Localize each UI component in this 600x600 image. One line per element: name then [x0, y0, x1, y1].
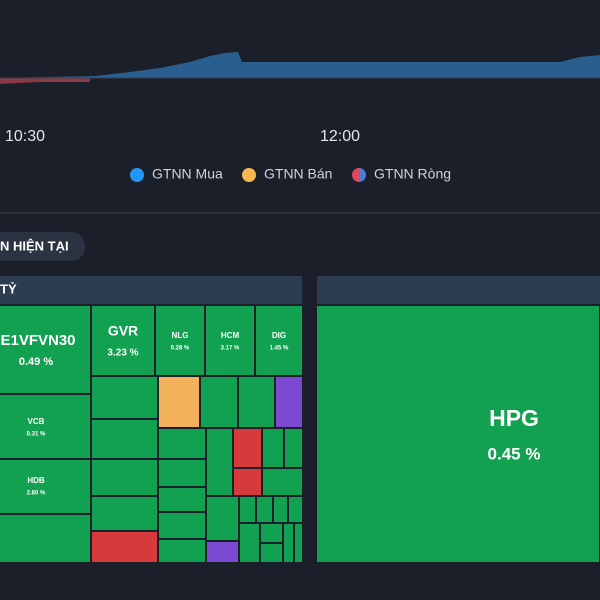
tile-change: 3.23 % — [107, 348, 138, 359]
tile[interactable] — [205, 427, 234, 497]
tile[interactable] — [205, 495, 240, 542]
x-label: 10:30 — [5, 128, 45, 145]
tile-label: NLG — [172, 331, 189, 340]
panel-header — [317, 276, 600, 304]
tile[interactable] — [157, 486, 207, 513]
tile[interactable] — [90, 304, 156, 377]
tile[interactable] — [259, 522, 284, 544]
tile[interactable] — [282, 522, 295, 564]
x-label: 12:00 — [320, 128, 360, 145]
tile-label: DIG — [272, 331, 286, 340]
tile[interactable] — [232, 467, 263, 497]
tile[interactable] — [90, 530, 159, 564]
tile[interactable] — [90, 495, 159, 532]
legend-dot — [130, 168, 144, 182]
tile-change: 0.28 % — [171, 346, 190, 352]
panel-title: TỶ — [0, 281, 17, 296]
tab-label[interactable]: N HIỆN TẠI — [0, 238, 69, 253]
tile-change: 3.17 % — [221, 346, 240, 352]
tile[interactable] — [0, 393, 92, 460]
tile[interactable] — [205, 540, 240, 564]
tile[interactable] — [90, 458, 159, 497]
legend-dot — [242, 168, 256, 182]
tile[interactable] — [0, 458, 92, 515]
tile[interactable] — [204, 304, 256, 377]
tile-change: 2.80 % — [27, 491, 46, 497]
tile[interactable] — [238, 522, 261, 564]
tile[interactable] — [90, 418, 159, 460]
tile-label: E1VFVN30 — [0, 332, 75, 349]
legend-label[interactable]: GTNN Ròng — [374, 166, 451, 182]
legend-label[interactable]: GTNN Bán — [264, 166, 332, 182]
tile[interactable] — [154, 304, 206, 377]
tile[interactable] — [199, 375, 239, 429]
tile[interactable] — [293, 522, 304, 564]
tile-label: VCB — [28, 417, 45, 426]
tile-change: 0.31 % — [27, 432, 46, 438]
tile[interactable] — [272, 495, 289, 524]
legend-dot — [352, 168, 359, 182]
area-net — [0, 78, 90, 84]
tile-change: 0.45 % — [488, 444, 541, 463]
tile[interactable] — [261, 467, 304, 497]
tile[interactable] — [274, 375, 304, 429]
tile[interactable] — [254, 304, 304, 377]
tile[interactable] — [157, 427, 207, 460]
tile[interactable] — [232, 427, 263, 469]
tile[interactable] — [157, 538, 207, 564]
treemap — [0, 304, 304, 564]
tile-label: HDB — [27, 476, 45, 485]
tile[interactable] — [237, 375, 276, 429]
tile-change: 0.49 % — [19, 356, 53, 368]
tile-labels: E1VFVN30 0.49 % VCB 0.31 % HDB 2.80 % GV… — [0, 323, 289, 497]
tile[interactable] — [261, 427, 285, 469]
tile-label: GVR — [108, 323, 138, 339]
tile[interactable] — [90, 375, 159, 420]
tile[interactable] — [157, 458, 207, 488]
tab[interactable] — [0, 232, 85, 261]
tile[interactable] — [0, 304, 92, 395]
tile-change: 1.45 % — [270, 346, 289, 352]
panel-header — [0, 276, 302, 304]
tile[interactable] — [238, 495, 257, 524]
tile[interactable] — [315, 304, 600, 564]
tile[interactable] — [283, 427, 304, 469]
tile[interactable] — [157, 375, 201, 429]
tile-label: HCM — [221, 331, 240, 340]
legend-dot — [359, 168, 366, 182]
tile[interactable] — [259, 542, 284, 564]
area-buy — [0, 52, 600, 78]
tile[interactable] — [0, 513, 92, 564]
tile[interactable] — [157, 511, 207, 540]
tile-label: HPG — [489, 405, 539, 431]
legend-label[interactable]: GTNN Mua — [152, 166, 223, 182]
tile[interactable] — [287, 495, 304, 524]
tile[interactable] — [255, 495, 274, 524]
